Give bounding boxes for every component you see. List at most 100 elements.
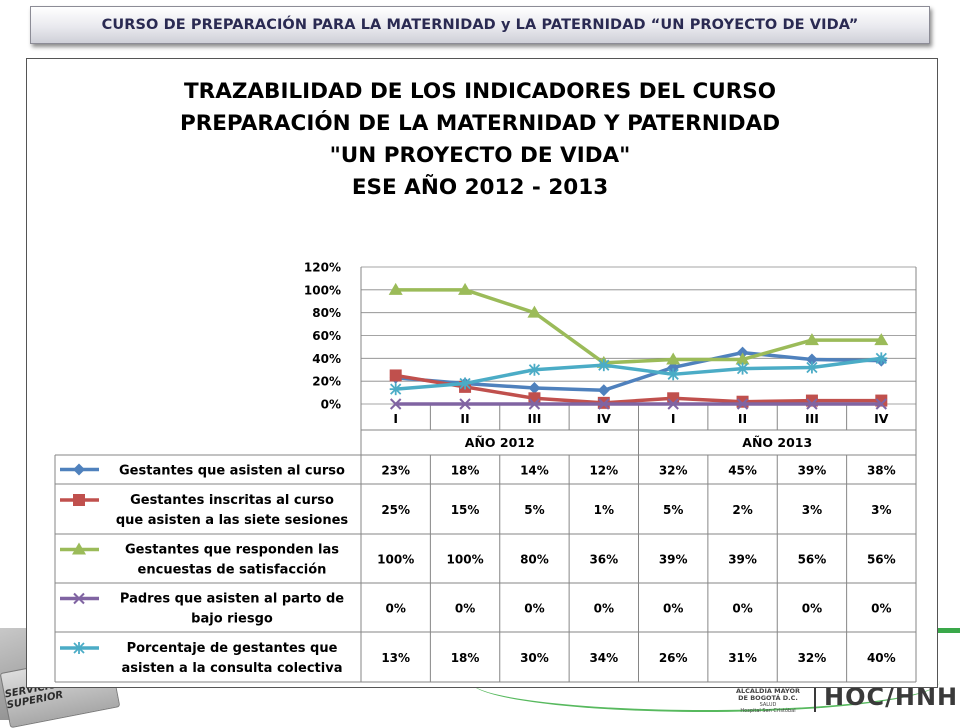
legend-label: Gestantes que responden las — [125, 543, 339, 558]
data-point-series-2 — [736, 395, 749, 408]
data-point-series-4 — [875, 398, 888, 410]
data-label: 23% — [381, 464, 410, 478]
data-label: 100% — [447, 553, 484, 567]
data-point-series-1 — [528, 382, 541, 395]
y-tick-label: 80% — [312, 306, 341, 320]
x-group-label: AÑO 2013 — [742, 435, 812, 450]
data-label: 80% — [520, 553, 549, 567]
data-label: 56% — [798, 553, 827, 567]
y-tick-label: 40% — [312, 352, 341, 366]
legend-label: Porcentaje de gestantes que — [127, 641, 338, 656]
data-point-series-3 — [735, 352, 750, 365]
data-label: 56% — [867, 553, 896, 567]
data-point-series-1 — [597, 384, 610, 397]
data-point-series-5 — [667, 368, 680, 381]
legend-key-marker — [72, 542, 86, 555]
data-point-series-3 — [666, 352, 681, 365]
data-label: 12% — [589, 464, 618, 478]
green-decorative-line — [938, 628, 960, 633]
legend-label: bajo riesgo — [191, 612, 273, 627]
data-point-series-4 — [459, 398, 471, 410]
data-label: 40% — [867, 651, 896, 665]
data-label: 25% — [381, 503, 410, 517]
data-label: 3% — [871, 503, 891, 517]
series-line-2 — [395, 373, 882, 405]
legend-label: encuestas de satisfacción — [138, 563, 327, 578]
y-tick-label: 60% — [312, 329, 341, 343]
series-line-5 — [395, 356, 882, 391]
data-label: 38% — [867, 464, 896, 478]
data-point-series-4 — [528, 398, 541, 410]
data-label: 31% — [728, 651, 757, 665]
data-point-series-3 — [804, 333, 819, 346]
data-point-series-4 — [598, 398, 610, 410]
data-label: 39% — [798, 464, 827, 478]
data-label: 5% — [663, 503, 683, 517]
legend-label: asisten a la consulta colectiva — [122, 661, 343, 676]
x-category-label: I — [671, 411, 676, 426]
x-category-label: IV — [874, 411, 889, 426]
y-tick-label: 120% — [304, 261, 341, 275]
y-tick-label: 100% — [304, 283, 341, 297]
x-category-label: IV — [597, 411, 612, 426]
x-category-label: II — [738, 411, 747, 426]
data-point-series-5 — [389, 383, 402, 396]
series-line-3 — [395, 288, 882, 365]
data-label: 18% — [451, 464, 480, 478]
data-point-series-5 — [875, 352, 888, 365]
data-point-series-4 — [806, 398, 818, 410]
data-point-series-4 — [667, 398, 679, 410]
legend-key-marker — [73, 592, 85, 605]
data-point-series-4 — [389, 398, 402, 410]
data-label: 39% — [728, 553, 757, 567]
data-label: 0% — [802, 602, 822, 616]
data-label: 39% — [659, 553, 688, 567]
data-label: 15% — [451, 503, 480, 517]
legend-label: que asisten a las siete sesiones — [116, 513, 349, 528]
data-label: 1% — [594, 503, 614, 517]
x-group-label: AÑO 2012 — [465, 435, 535, 450]
data-label: 18% — [451, 651, 480, 665]
data-label: 0% — [663, 602, 683, 616]
x-category-label: III — [805, 411, 819, 426]
data-label: 32% — [798, 651, 827, 665]
data-label: 14% — [520, 464, 549, 478]
data-label: 0% — [871, 602, 891, 616]
course-banner: CURSO DE PREPARACIÓN PARA LA MATERNIDAD … — [30, 6, 930, 44]
data-label: 45% — [728, 464, 757, 478]
x-category-label: II — [460, 411, 469, 426]
series-line-1 — [395, 350, 882, 393]
data-label: 36% — [589, 553, 618, 567]
data-point-series-3 — [527, 305, 542, 318]
data-point-series-5 — [805, 361, 818, 374]
chart-title-line-3: "UN PROYECTO DE VIDA" — [329, 143, 631, 168]
data-label: 3% — [802, 503, 822, 517]
alcaldia-logo: ALCALDÍA MAYOR DE BOGOTÁ D.C. SALUD Hosp… — [735, 687, 801, 715]
data-label: 0% — [732, 602, 752, 616]
data-label: 30% — [520, 651, 549, 665]
banner-title: CURSO DE PREPARACIÓN PARA LA MATERNIDAD … — [101, 17, 859, 33]
data-label: 34% — [589, 651, 618, 665]
legend-label: Gestantes inscritas al curso — [130, 493, 334, 508]
data-label: 0% — [386, 602, 406, 616]
legend-key-marker — [73, 494, 85, 506]
data-point-series-5 — [736, 362, 749, 375]
green-decorative-arc — [470, 650, 940, 712]
data-label: 5% — [524, 503, 544, 517]
chart-title-line-1: TRAZABILIDAD DE LOS INDICADORES DEL CURS… — [183, 79, 777, 104]
y-tick-label: 20% — [312, 375, 341, 389]
data-point-series-2 — [389, 369, 402, 382]
data-label: 0% — [594, 602, 614, 616]
data-point-series-3 — [388, 282, 403, 295]
data-label: 100% — [377, 553, 414, 567]
data-label: 2% — [732, 503, 752, 517]
data-label: 0% — [524, 602, 544, 616]
data-point-series-5 — [459, 377, 472, 390]
chart-title-line-2: PREPARACIÓN DE LA MATERNIDAD Y PATERNIDA… — [179, 111, 781, 136]
data-point-series-3 — [874, 333, 889, 346]
legend-key-marker — [73, 642, 85, 654]
data-point-series-1 — [805, 353, 818, 366]
data-label: 32% — [659, 464, 688, 478]
data-label: 13% — [381, 651, 410, 665]
